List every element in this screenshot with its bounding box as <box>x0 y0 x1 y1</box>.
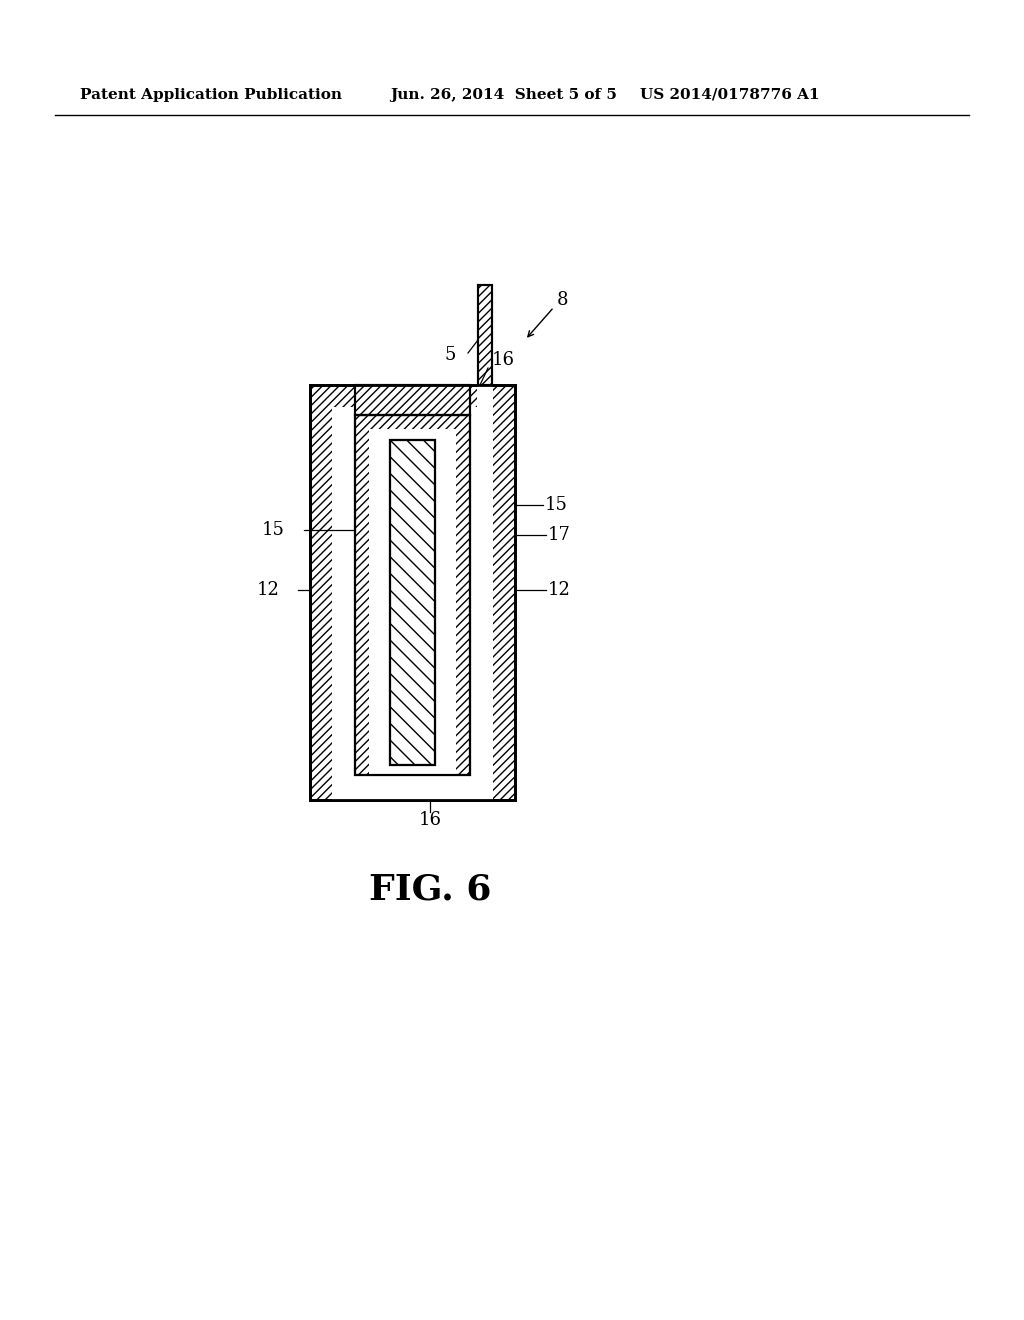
Text: 8: 8 <box>556 290 567 309</box>
Bar <box>310 385 515 800</box>
Bar <box>390 440 435 766</box>
Bar <box>355 414 470 775</box>
Text: 16: 16 <box>492 351 515 370</box>
Bar <box>369 440 390 766</box>
Bar <box>477 385 493 414</box>
Text: 15: 15 <box>545 496 568 513</box>
Text: US 2014/0178776 A1: US 2014/0178776 A1 <box>640 88 819 102</box>
Bar <box>478 285 492 385</box>
Bar <box>390 440 435 766</box>
Bar <box>369 766 456 775</box>
Text: 15: 15 <box>262 521 285 539</box>
Text: 12: 12 <box>548 581 570 599</box>
Bar <box>390 440 435 766</box>
Text: 12: 12 <box>257 581 280 599</box>
Bar <box>332 414 355 775</box>
Bar <box>332 775 493 800</box>
Bar <box>369 429 456 775</box>
Bar <box>332 407 493 800</box>
Text: FIG. 6: FIG. 6 <box>369 873 492 907</box>
Bar <box>310 385 515 800</box>
Bar <box>355 385 470 414</box>
Text: 17: 17 <box>548 525 570 544</box>
Bar <box>355 414 470 775</box>
Text: 16: 16 <box>419 810 441 829</box>
Text: Patent Application Publication: Patent Application Publication <box>80 88 342 102</box>
Bar <box>355 385 470 414</box>
Bar <box>435 440 456 766</box>
Text: 5: 5 <box>444 346 456 364</box>
Bar <box>478 285 492 385</box>
Bar <box>470 414 493 775</box>
Text: Jun. 26, 2014  Sheet 5 of 5: Jun. 26, 2014 Sheet 5 of 5 <box>390 88 616 102</box>
Bar <box>355 414 470 775</box>
